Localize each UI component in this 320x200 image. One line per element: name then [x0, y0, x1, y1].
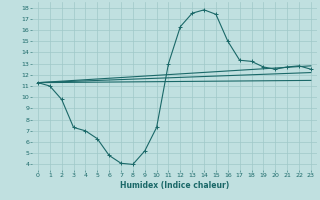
X-axis label: Humidex (Indice chaleur): Humidex (Indice chaleur) — [120, 181, 229, 190]
